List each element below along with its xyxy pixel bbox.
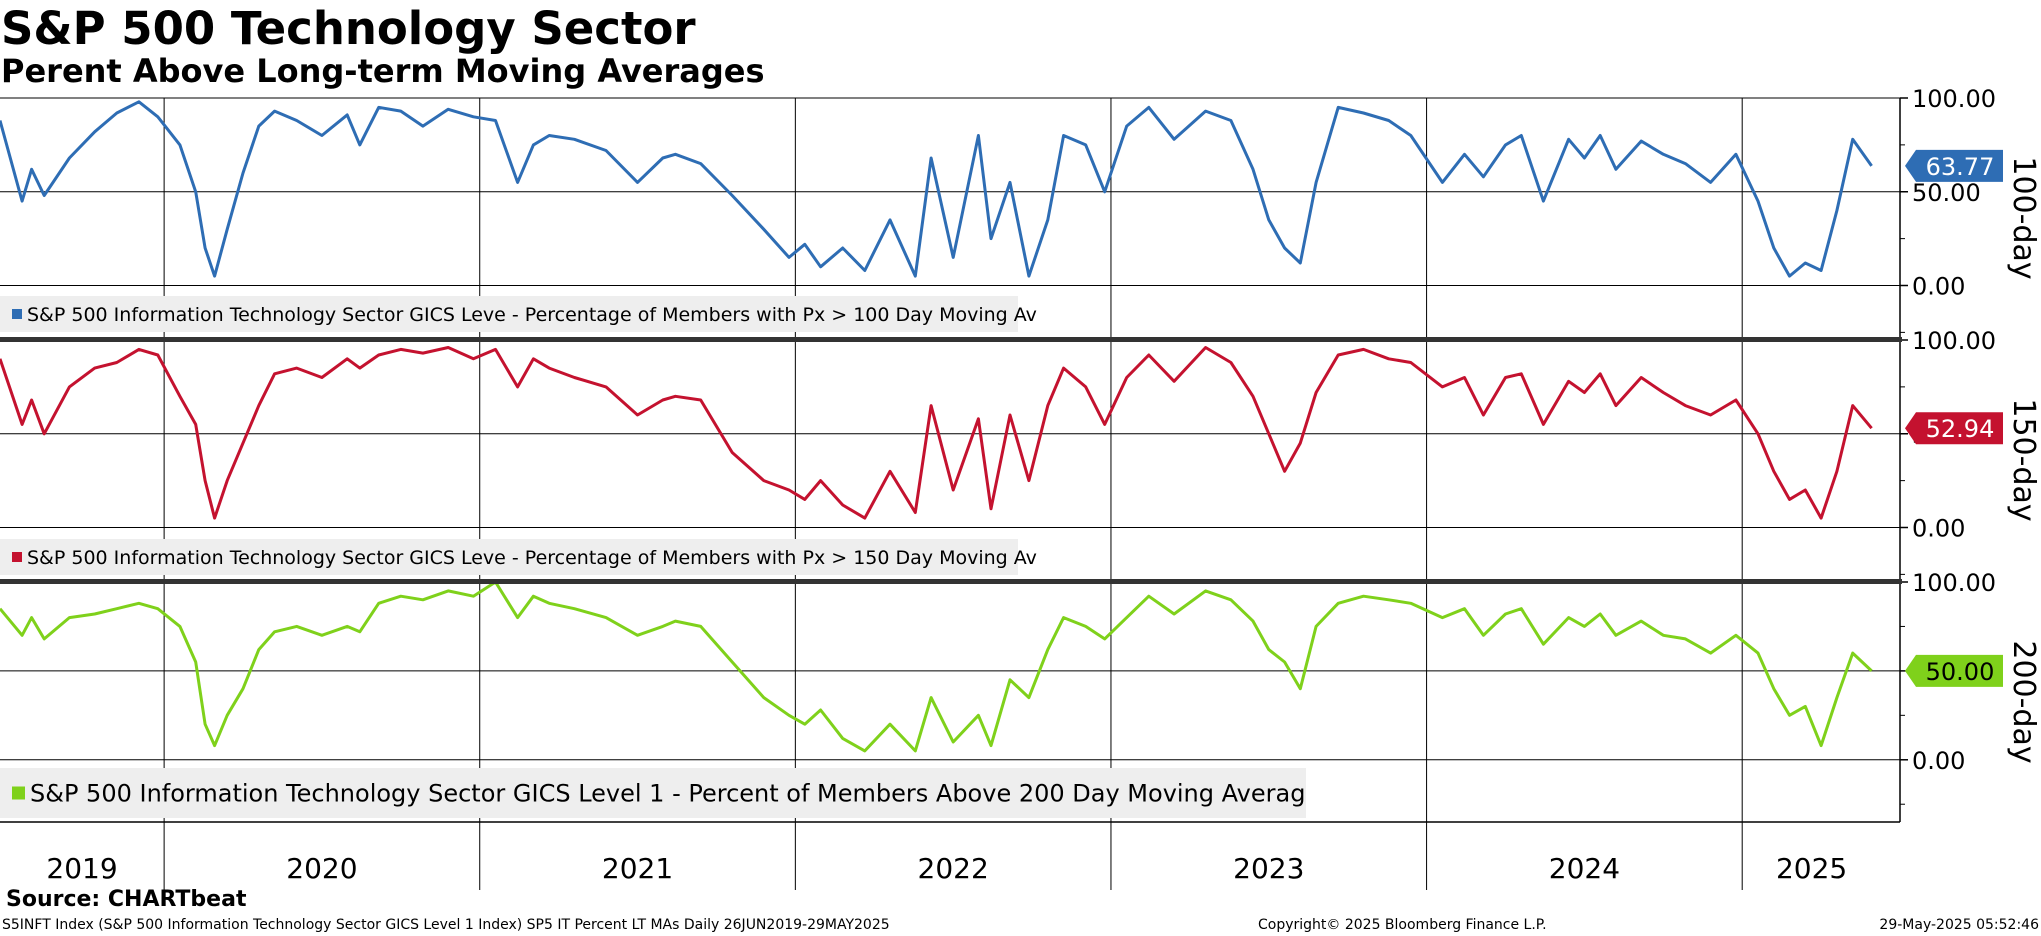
source-note: Source: CHARTbeat [6, 887, 247, 912]
last-value-tag: 50.00 [1905, 654, 2003, 687]
y-tick-label: 0.00 [1912, 747, 1965, 775]
legend-swatch [12, 786, 25, 800]
x-tick-label: 2023 [1233, 852, 1304, 885]
footer-timestamp: 29-May-2025 05:52:46 [1879, 917, 2039, 933]
legend: S&P 500 Information Technology Sector GI… [0, 539, 1037, 575]
legend: S&P 500 Information Technology Sector GI… [0, 296, 1037, 332]
x-tick-label: 2019 [46, 852, 117, 885]
panel-label: 100-day [2006, 156, 2041, 279]
series-line-200-day [0, 580, 1873, 753]
panel-100-day: 0.00 50.00 100.00 S&P 500 Information Techn… [0, 85, 2041, 338]
legend-background [0, 768, 1306, 818]
last-value-label: 63.77 [1926, 153, 1995, 181]
last-value-marker [1905, 412, 2003, 445]
x-tick-label: 2024 [1549, 852, 1620, 885]
footer-index-description: S5INFT Index (S&P 500 Information Techno… [2, 917, 890, 933]
x-tick-label: 2020 [286, 852, 357, 885]
x-tick-label: 2022 [918, 852, 989, 885]
last-value-tag: 52.94 [1905, 412, 2003, 445]
legend-swatch [12, 552, 22, 562]
panel-separator [0, 579, 1902, 584]
panel-label: 200-day [2006, 640, 2041, 763]
chart-title: S&P 500 Technology Sector [1, 2, 696, 55]
y-tick-label: 100.00 [1912, 569, 1996, 597]
x-tick-label: 2021 [602, 852, 673, 885]
footer-copyright: Copyright© 2025 Bloomberg Finance L.P. [1258, 917, 1547, 933]
chart-subtitle: Perent Above Long-term Moving Averages [1, 52, 765, 90]
y-tick-label: 0.00 [1912, 273, 1965, 301]
series-line-100-day [0, 100, 1873, 278]
legend-swatch [12, 309, 22, 319]
legend: S&P 500 Information Technology Sector GI… [0, 768, 1306, 818]
legend-background [0, 296, 1018, 332]
x-axis: 2019 2020 2021 2022 2023 2024 2025 [0, 821, 1900, 890]
y-tick-label: 0.00 [1912, 515, 1965, 543]
panel-200-day: 0.00 50.00 100.00 S&P 500 Information Techn… [0, 569, 2041, 822]
last-value-marker [1905, 149, 2003, 182]
legend-background [0, 539, 1018, 575]
panel-separator [0, 337, 1902, 342]
legend-label: S&P 500 Information Technology Sector GI… [30, 780, 1305, 808]
last-value-tag: 63.77 [1905, 149, 2003, 182]
series-line-150-day [0, 346, 1873, 520]
y-tick-label: 100.00 [1912, 85, 1996, 113]
last-value-marker [1905, 654, 2003, 687]
y-tick-label: 100.00 [1912, 327, 1996, 355]
last-value-label: 52.94 [1926, 415, 1995, 443]
panel-label: 150-day [2006, 398, 2041, 521]
x-tick-label: 2025 [1776, 852, 1847, 885]
legend-label: S&P 500 Information Technology Sector GI… [27, 304, 1037, 326]
legend-label: S&P 500 Information Technology Sector GI… [27, 547, 1037, 569]
y-tick-label: 50.00 [1912, 179, 1981, 207]
last-value-label: 50.00 [1926, 658, 1995, 686]
